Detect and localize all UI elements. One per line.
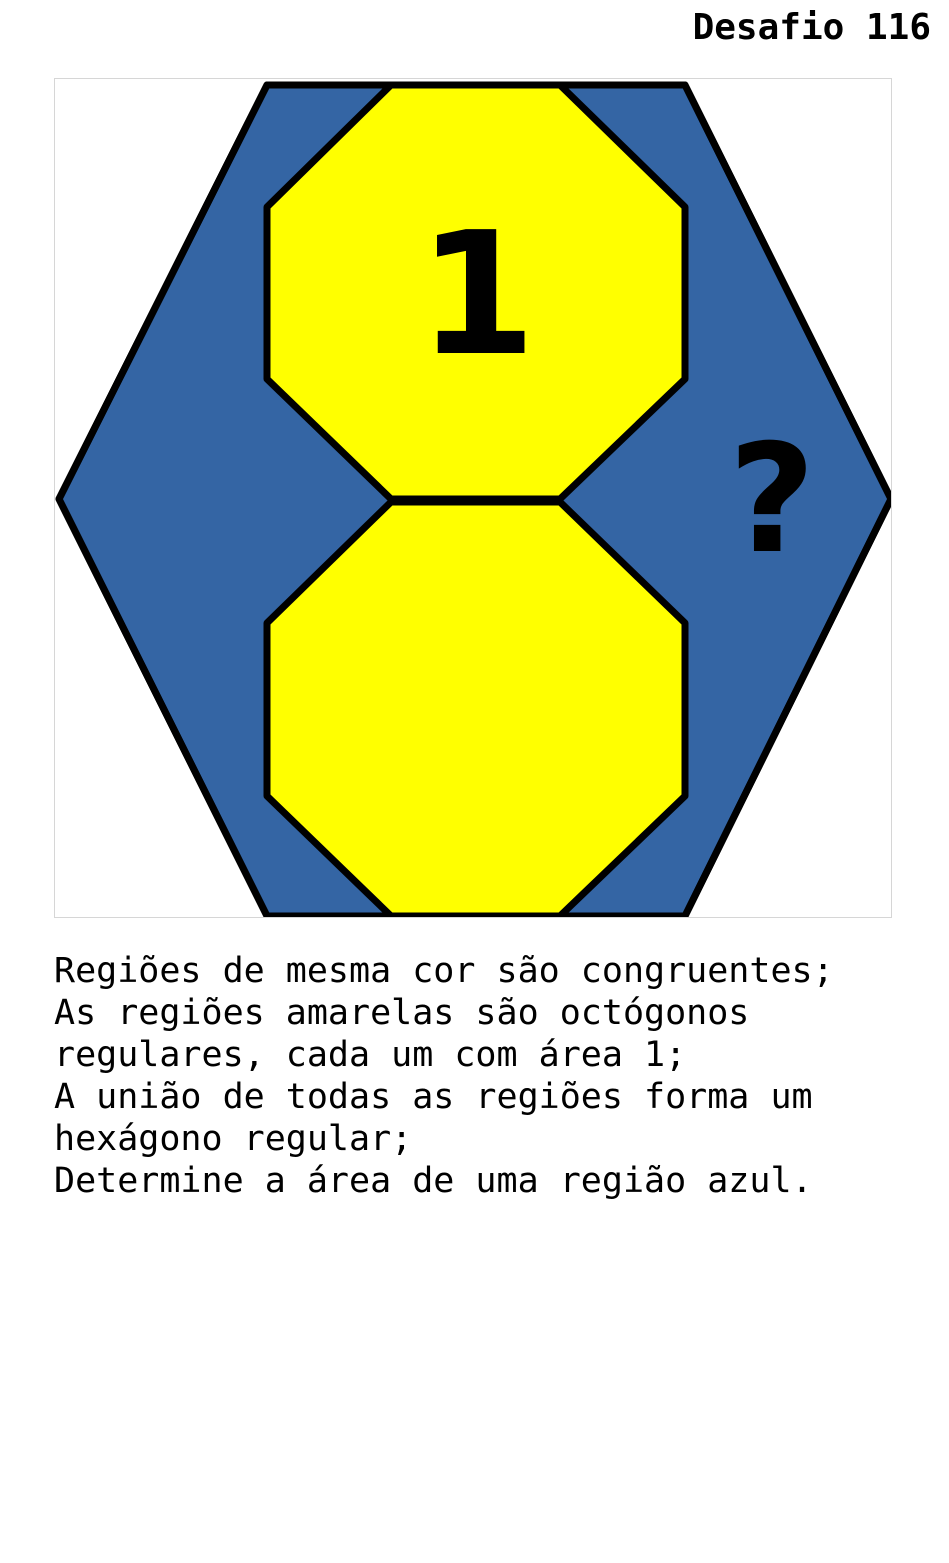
statement-line: regulares, cada um com área 1; xyxy=(54,1035,687,1075)
problem-statement: Regiões de mesma cor são congruentes; As… xyxy=(54,950,934,1202)
figure-panel: 1 ? xyxy=(54,78,892,918)
yellow-area-label: 1 xyxy=(418,196,536,394)
statement-line: hexágono regular; xyxy=(54,1119,413,1159)
statement-line: As regiões amarelas são octógonos xyxy=(54,993,750,1033)
statement-line: Regiões de mesma cor são congruentes; xyxy=(54,951,834,991)
yellow-octagon-bottom xyxy=(263,498,689,917)
page-title: Desafio 116 xyxy=(692,7,931,48)
statement-line: A união de todas as regiões forma um xyxy=(54,1077,813,1117)
hexagon-border xyxy=(55,81,891,917)
puzzle-diagram: 1 ? xyxy=(55,81,891,917)
unknown-area-label: ? xyxy=(728,413,815,587)
statement-line: Determine a área de uma região azul. xyxy=(54,1161,813,1201)
